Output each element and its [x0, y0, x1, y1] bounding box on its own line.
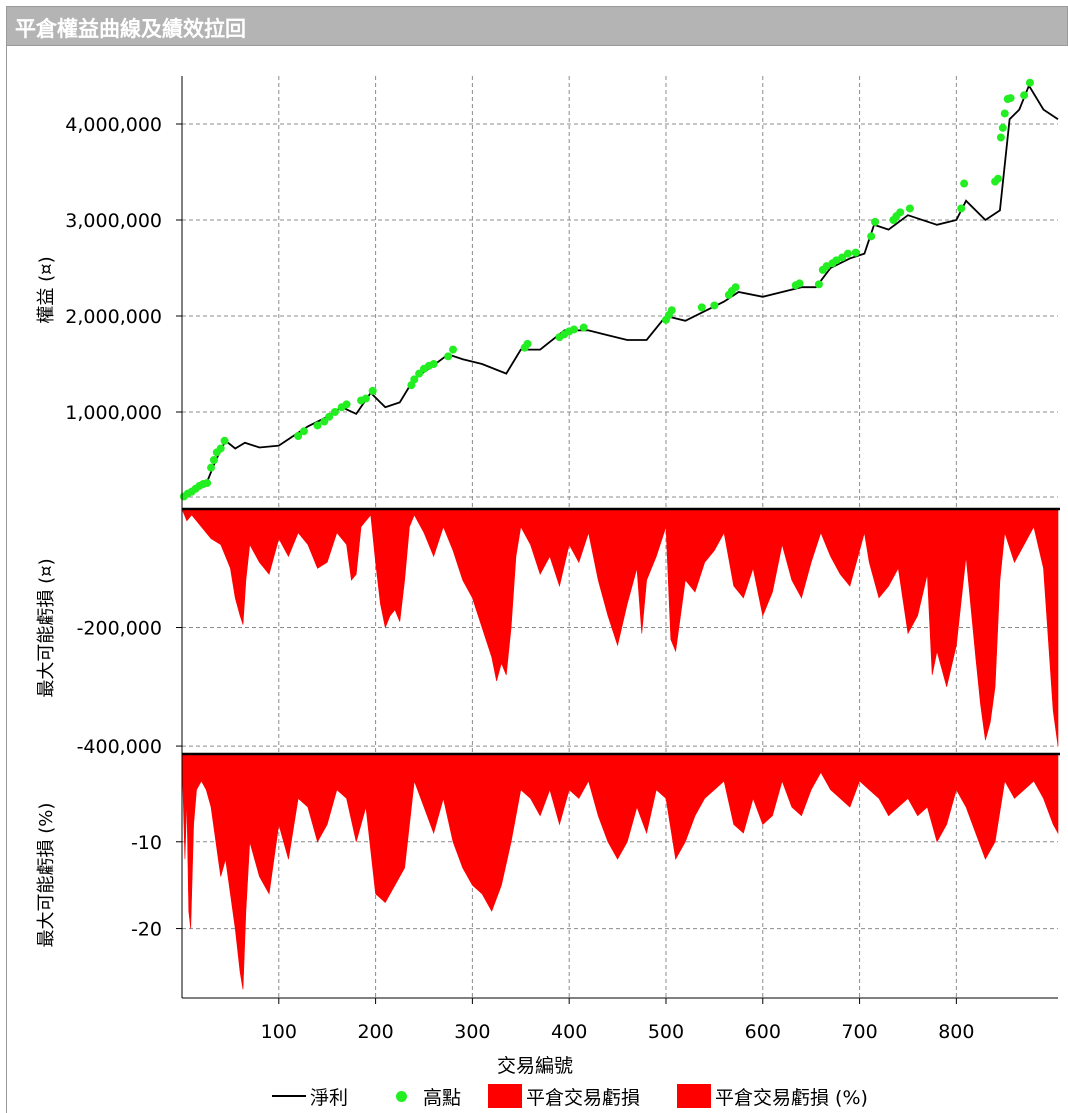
high-point [667, 306, 676, 315]
high-point [957, 204, 966, 213]
high-point [368, 386, 377, 395]
chart-legend: 淨利 高點 平倉交易虧損 平倉交易虧損 (%) [0, 1082, 1068, 1110]
high-point [795, 279, 804, 288]
high-point [220, 436, 229, 445]
chart-frame [6, 46, 1068, 1113]
legend-label-highs: 高點 [423, 1086, 462, 1109]
high-point [867, 232, 876, 241]
legend-item-drawdown-pct: 平倉交易虧損 (%) [677, 1082, 868, 1110]
y-tick-label: -10 [131, 832, 162, 854]
high-point [1000, 109, 1009, 118]
high-point [330, 408, 339, 416]
high-point [203, 479, 212, 488]
drawdown-pct-area [181, 754, 1059, 990]
y-tick-label: -20 [131, 919, 162, 941]
high-point [905, 204, 914, 213]
x-tick-label: 200 [357, 1021, 393, 1043]
high-point [1020, 91, 1029, 100]
equity-drawdown-chart: 1,000,000 2,000,000 3,000,000 4,000,000 -200… [36, 76, 1060, 1077]
x-tick-label: 300 [454, 1021, 490, 1043]
high-point [838, 253, 847, 262]
y-tick-label: 1,000,000 [65, 402, 162, 424]
high-point [896, 208, 905, 217]
x-tick-label: 100 [261, 1021, 297, 1043]
high-point [342, 400, 351, 409]
y-tick-label: 3,000,000 [65, 210, 162, 232]
high-point [313, 421, 322, 430]
equity-line [181, 83, 1059, 500]
high-point [998, 123, 1007, 132]
high-point [523, 339, 532, 348]
high-point [960, 179, 969, 188]
legend-label-net-profit: 淨利 [310, 1086, 349, 1109]
high-point [993, 174, 1002, 183]
legend-box-swatch [677, 1084, 711, 1108]
legend-item-net-profit: 淨利 [272, 1082, 348, 1110]
high-point [209, 456, 218, 464]
y-tick-label: -200,000 [77, 618, 162, 640]
high-point [871, 217, 880, 226]
high-point [207, 463, 216, 472]
high-point [996, 133, 1005, 142]
x-axis-title: 交易編號 [497, 1055, 573, 1077]
high-point [449, 345, 458, 354]
high-point [444, 352, 453, 361]
y-tick-label: 2,000,000 [65, 306, 162, 328]
y-axis-title-equity: 權益 (¤) [36, 256, 57, 323]
high-point [697, 303, 706, 312]
x-tick-label: 800 [938, 1021, 974, 1043]
x-tick-label: 600 [745, 1021, 781, 1043]
high-point [299, 427, 308, 436]
x-tick-label: 500 [648, 1021, 684, 1043]
high-point [731, 283, 740, 292]
y-tick-label: -400,000 [77, 736, 162, 758]
high-point [579, 323, 588, 332]
high-point [1006, 94, 1015, 103]
high-point [325, 412, 334, 421]
legend-item-highs: 高點 [390, 1082, 461, 1110]
x-tick-label: 700 [841, 1021, 877, 1043]
legend-line-swatch [272, 1095, 306, 1097]
high-point [710, 301, 719, 310]
high-point [216, 444, 225, 453]
legend-dot-swatch [396, 1090, 407, 1102]
drawdown-area [181, 508, 1059, 747]
high-point [429, 360, 438, 368]
high-point [361, 394, 370, 403]
high-point [294, 432, 303, 440]
high-point [851, 248, 860, 257]
legend-item-drawdown: 平倉交易虧損 [488, 1082, 640, 1110]
high-point [410, 375, 419, 384]
x-tick-label: 400 [551, 1021, 587, 1043]
y-axis-title-drawdown: 最大可能虧損 (¤) [36, 558, 57, 697]
y-tick-label: 4,000,000 [65, 114, 162, 136]
high-point [1025, 78, 1034, 87]
high-point [843, 249, 852, 258]
window-titlebar: 平倉權益曲線及績效拉回 [6, 6, 1068, 46]
legend-box-swatch [488, 1084, 522, 1108]
window-title: 平倉權益曲線及績效拉回 [15, 17, 246, 41]
legend-label-drawdown: 平倉交易虧損 [526, 1086, 641, 1109]
high-point [570, 325, 579, 334]
y-axis-title-drawdown-pct: 最大可能虧損 (%) [36, 803, 57, 948]
legend-label-drawdown-pct: 平倉交易虧損 (%) [715, 1086, 868, 1109]
high-point [814, 280, 823, 289]
